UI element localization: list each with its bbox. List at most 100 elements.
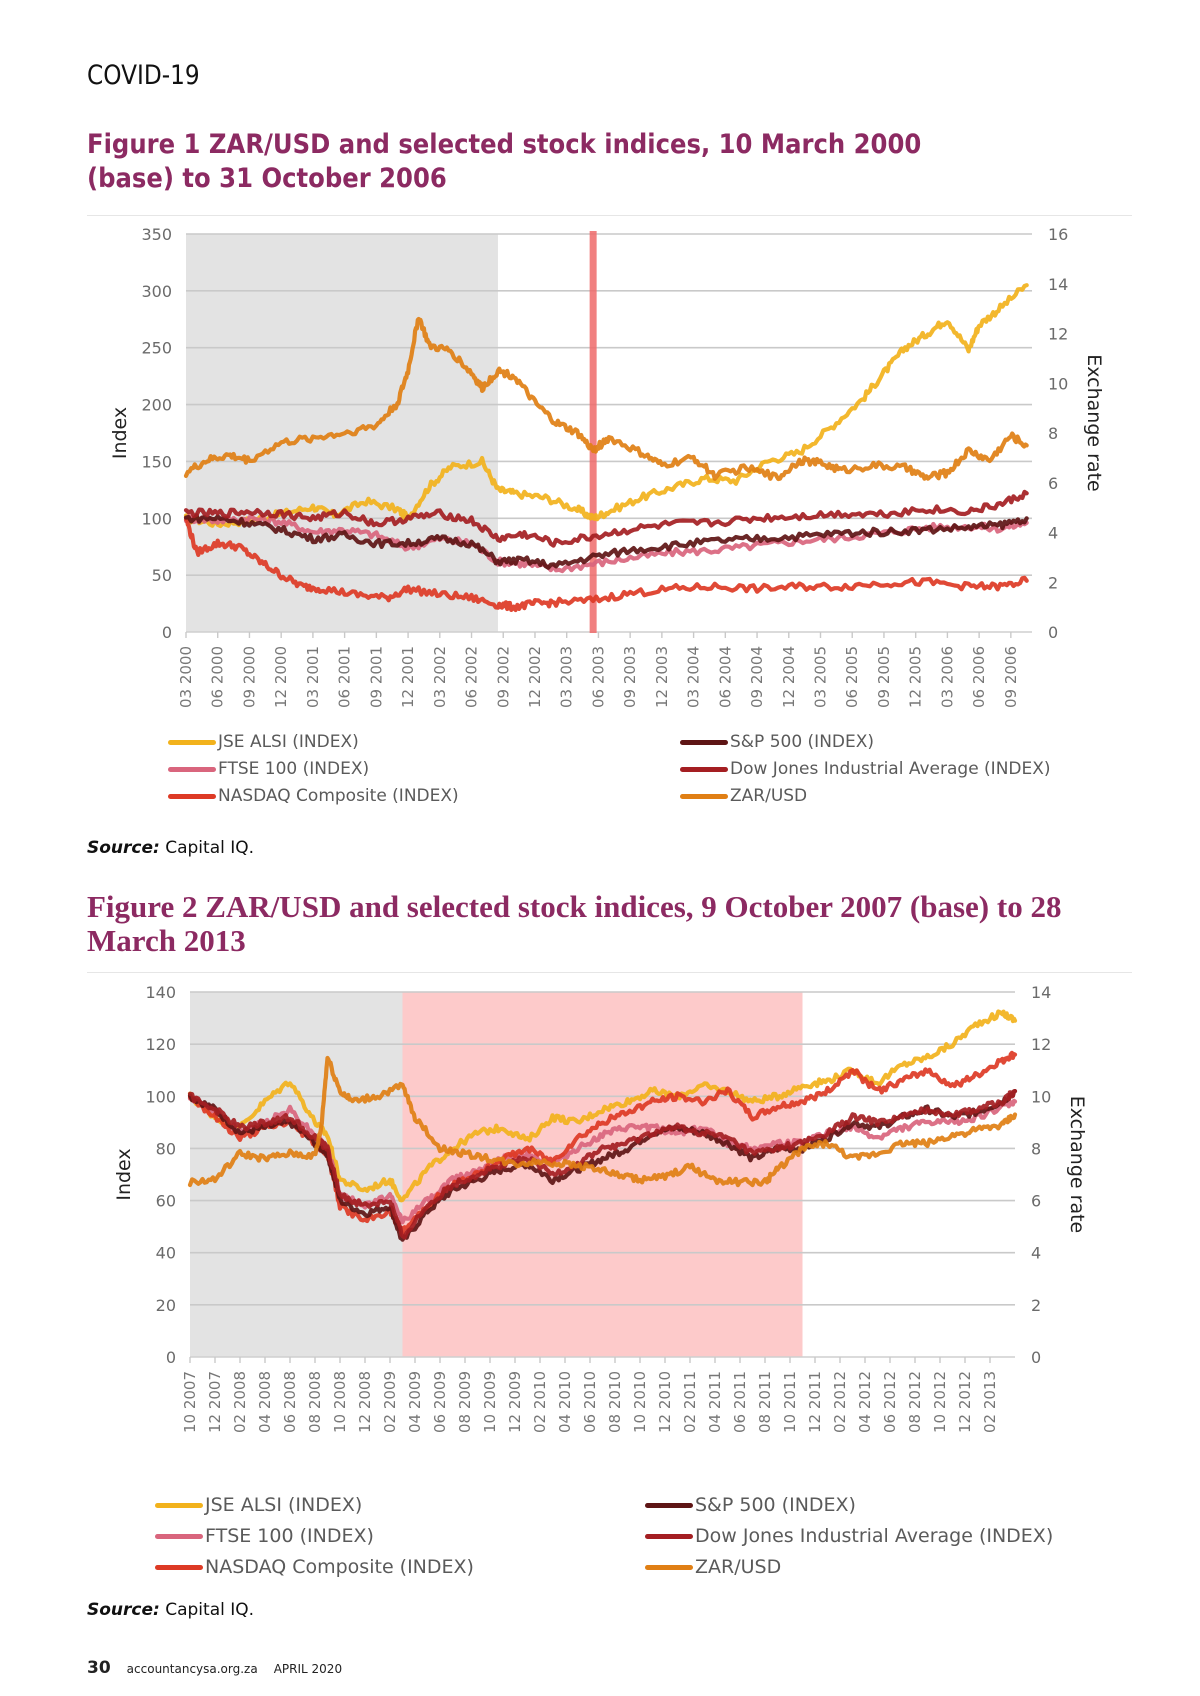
source-text: Capital IQ.: [159, 1600, 255, 1620]
x-tick-label: 08 2012: [906, 1371, 924, 1433]
y-axis-title: Index: [113, 1148, 135, 1200]
legend-swatch: [168, 793, 216, 799]
y2-tick-label: 6: [1048, 474, 1058, 493]
legend-label: JSE ALSI (INDEX): [205, 1494, 363, 1516]
x-tick-label: 09 2004: [748, 646, 766, 708]
x-tick-label: 12 2003: [653, 646, 671, 708]
x-tick-label: 10 2007: [181, 1371, 199, 1433]
x-tick-label: 03 2001: [304, 646, 322, 708]
series-line-s-p-500-index: [183, 513, 1029, 570]
y-tick-label: 20: [156, 1296, 176, 1315]
legend-item: ZAR/USD: [645, 1556, 781, 1578]
legend-swatch: [645, 1502, 693, 1508]
y-tick-label: 140: [145, 983, 176, 1002]
legend-label: Dow Jones Industrial Average (INDEX): [730, 759, 1051, 779]
y-tick-label: 200: [141, 396, 172, 415]
section-label: COVID-19: [87, 60, 200, 91]
figure-1-title: Figure 1 ZAR/USD and selected stock indi…: [87, 129, 922, 194]
x-tick-label: 06 2004: [716, 646, 734, 708]
y2-tick-label: 0: [1031, 1348, 1041, 1367]
y-tick-label: 250: [141, 339, 172, 358]
series-line-s-p-500-index: [187, 1088, 1018, 1242]
x-tick-label: 09 2005: [875, 646, 893, 708]
x-tick-label: 03 2005: [812, 646, 830, 708]
x-tick-label: 04 2008: [256, 1371, 274, 1433]
x-tick-label: 10 2012: [931, 1371, 949, 1433]
y-tick-label: 100: [145, 1087, 176, 1106]
x-tick-label: 06 2008: [281, 1371, 299, 1433]
y2-tick-label: 12: [1048, 325, 1068, 344]
x-tick-label: 03 2004: [685, 646, 703, 708]
x-tick-label: 12 2004: [780, 646, 798, 708]
legend-label: ZAR/USD: [730, 786, 808, 806]
y2-tick-label: 14: [1048, 275, 1068, 294]
legend-label: NASDAQ Composite (INDEX): [218, 786, 459, 806]
x-tick-label: 09 2003: [621, 646, 639, 708]
x-tick-label: 03 2002: [431, 646, 449, 708]
x-tick-label: 06 2010: [581, 1371, 599, 1433]
y-tick-label: 100: [141, 509, 172, 528]
x-tick-label: 12 2005: [907, 646, 925, 708]
figure-1-divider: [87, 215, 1132, 216]
legend-item: S&P 500 (INDEX): [645, 1494, 856, 1516]
x-tick-label: 09 2001: [367, 646, 385, 708]
legend-item: FTSE 100 (INDEX): [168, 759, 369, 779]
series-line-dow-jones-industrial-average-index: [183, 489, 1029, 548]
y-tick-label: 350: [141, 225, 172, 244]
x-tick-label: 06 2002: [463, 646, 481, 708]
x-tick-label: 06 2005: [843, 646, 861, 708]
x-tick-label: 08 2010: [606, 1371, 624, 1433]
y2-tick-label: 4: [1031, 1244, 1041, 1263]
x-tick-label: 09 2000: [240, 646, 258, 708]
figure-1-chart: 0 50 100 150 200 250 300 350 0 2 4 6 8 10 12 14 16 Index E…: [109, 225, 1105, 708]
figure-2-source: Source: Capital IQ.: [87, 1600, 254, 1620]
x-tick-label: 06 2000: [209, 646, 227, 708]
legend-swatch: [645, 1564, 693, 1570]
legend-item: Dow Jones Industrial Average (INDEX): [645, 1525, 1053, 1547]
legend-label: NASDAQ Composite (INDEX): [205, 1556, 474, 1578]
legend-label: JSE ALSI (INDEX): [218, 732, 359, 752]
legend-swatch: [155, 1533, 203, 1539]
x-tick-label: 03 2003: [558, 646, 576, 708]
y-tick-label: 0: [162, 623, 172, 642]
x-tick-label: 02 2008: [231, 1371, 249, 1433]
x-tick-label: 10 2008: [331, 1371, 349, 1433]
legend-label: Dow Jones Industrial Average (INDEX): [695, 1525, 1054, 1547]
x-tick-label: 10 2011: [781, 1371, 799, 1433]
x-tick-label: 03 2006: [938, 646, 956, 708]
y2-axis-title: Exchange rate: [1066, 1096, 1088, 1233]
y-tick-label: 150: [141, 452, 172, 471]
legend-swatch: [155, 1502, 203, 1508]
legend-item: NASDAQ Composite (INDEX): [155, 1556, 474, 1578]
x-tick-label: 08 2011: [756, 1371, 774, 1433]
legend-label: S&P 500 (INDEX): [695, 1494, 856, 1516]
x-tick-label: 08 2009: [456, 1371, 474, 1433]
y-tick-label: 120: [145, 1035, 176, 1054]
figure-2-divider: [87, 972, 1132, 973]
y2-tick-label: 8: [1048, 424, 1058, 443]
legend-swatch: [168, 739, 216, 745]
x-tick-label: 06 2006: [970, 646, 988, 708]
x-tick-label: 04 2011: [706, 1371, 724, 1433]
legend-item: ZAR/USD: [680, 786, 807, 806]
y2-tick-label: 8: [1031, 1139, 1041, 1158]
y2-tick-label: 2: [1048, 573, 1058, 592]
x-tick-label: 06 2001: [336, 646, 354, 708]
x-tick-label: 06 2003: [589, 646, 607, 708]
series-line-zar-usd: [183, 316, 1029, 482]
y2-tick-label: 2: [1031, 1296, 1041, 1315]
y2-tick-label: 10: [1048, 374, 1068, 393]
x-tick-label: 10 2010: [631, 1371, 649, 1433]
source-text: Capital IQ.: [159, 838, 255, 858]
x-tick-label: 12 2001: [399, 646, 417, 708]
x-tick-label: 08 2008: [306, 1371, 324, 1433]
x-tick-label: 02 2012: [831, 1371, 849, 1433]
y2-tick-label: 14: [1031, 983, 1051, 1002]
series-line-jse-alsi-index: [187, 1009, 1018, 1203]
x-tick-label: 12 2010: [656, 1371, 674, 1433]
x-tick-label: 12 2008: [356, 1371, 374, 1433]
x-tick-label: 02 2010: [531, 1371, 549, 1433]
x-tick-label: 12 2011: [806, 1371, 824, 1433]
legend-label: S&P 500 (INDEX): [730, 732, 875, 752]
x-tick-label: 02 2011: [681, 1371, 699, 1433]
